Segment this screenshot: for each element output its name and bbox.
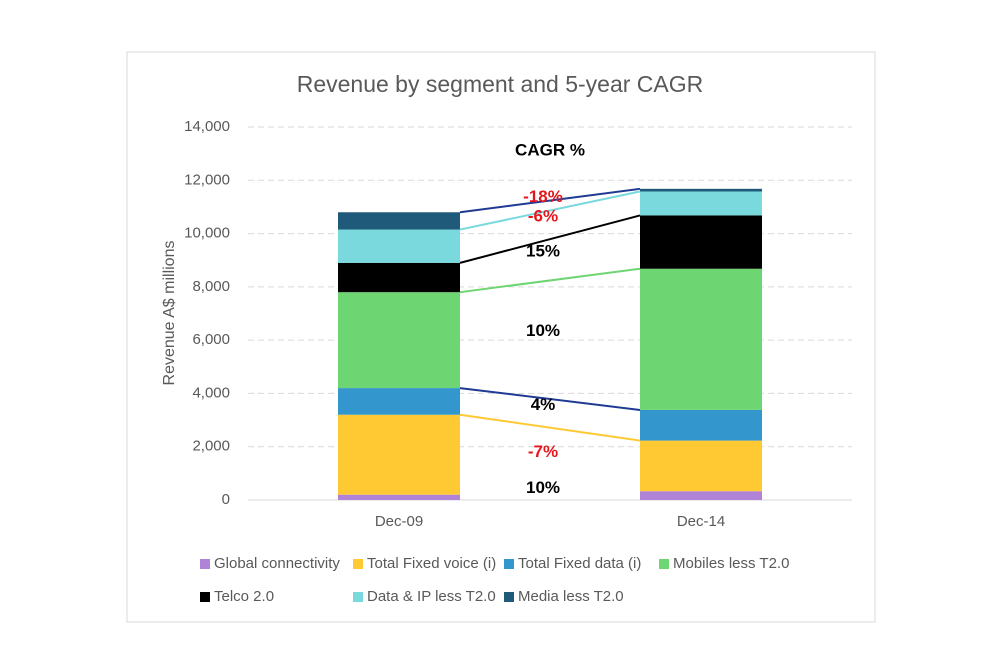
bar-segment (338, 388, 460, 415)
y-tick-label: 10,000 (184, 225, 230, 242)
legend-swatch (200, 559, 210, 569)
y-tick-label: 14,000 (184, 118, 230, 135)
y-axis-label: Revenue A$ millions (161, 241, 178, 386)
cagr-label: -7% (528, 442, 558, 461)
cagr-connector (459, 214, 641, 264)
chart-title: Revenue by segment and 5-year CAGR (297, 71, 704, 97)
legend-swatch (353, 592, 363, 602)
bar-segment (640, 188, 762, 192)
y-tick-label: 4,000 (192, 384, 230, 401)
cagr-label: -6% (528, 206, 558, 225)
y-tick-label: 8,000 (192, 278, 230, 295)
x-tick-label: Dec-09 (375, 513, 423, 530)
cagr-connector (459, 413, 641, 442)
y-tick-label: 0 (222, 491, 230, 508)
bar-segment (338, 494, 460, 500)
cagr-label: 4% (531, 395, 556, 414)
y-tick-label: 2,000 (192, 438, 230, 455)
legend-swatch (353, 559, 363, 569)
chart-frame (126, 51, 876, 623)
cagr-connector (459, 190, 641, 231)
legend-swatch (200, 592, 210, 602)
cagr-title: CAGR % (515, 140, 585, 159)
bar-segment (338, 292, 460, 389)
cagr-label: -18% (523, 187, 563, 206)
bar-segment (338, 414, 460, 495)
bar-segment (338, 212, 460, 230)
bar-segment (338, 262, 460, 293)
cagr-label: 15% (526, 241, 560, 260)
bar-segment (640, 191, 762, 216)
cagr-connector (459, 267, 641, 294)
legend-label: Total Fixed voice (i) (367, 555, 496, 572)
bar-segment (640, 440, 762, 492)
cagr-connector (459, 387, 641, 411)
bar-segment (640, 268, 762, 410)
y-tick-label: 6,000 (192, 331, 230, 348)
cagr-connector (459, 187, 641, 214)
legend-label: Mobiles less T2.0 (673, 555, 789, 572)
legend-label: Global connectivity (214, 555, 340, 572)
legend-swatch (659, 559, 669, 569)
cagr-label: 10% (526, 478, 560, 497)
legend-label: Total Fixed data (i) (518, 555, 641, 572)
bar-segment (640, 215, 762, 269)
legend-label: Telco 2.0 (214, 588, 274, 605)
legend-label: Data & IP less T2.0 (367, 588, 496, 605)
bar-segment (640, 409, 762, 441)
y-tick-label: 12,000 (184, 171, 230, 188)
x-tick-label: Dec-14 (677, 513, 725, 530)
legend-swatch (504, 559, 514, 569)
bar-segment (640, 491, 762, 500)
legend-label: Media less T2.0 (518, 588, 624, 605)
legend-swatch (504, 592, 514, 602)
bar-segment (338, 229, 460, 263)
cagr-label: 10% (526, 321, 560, 340)
